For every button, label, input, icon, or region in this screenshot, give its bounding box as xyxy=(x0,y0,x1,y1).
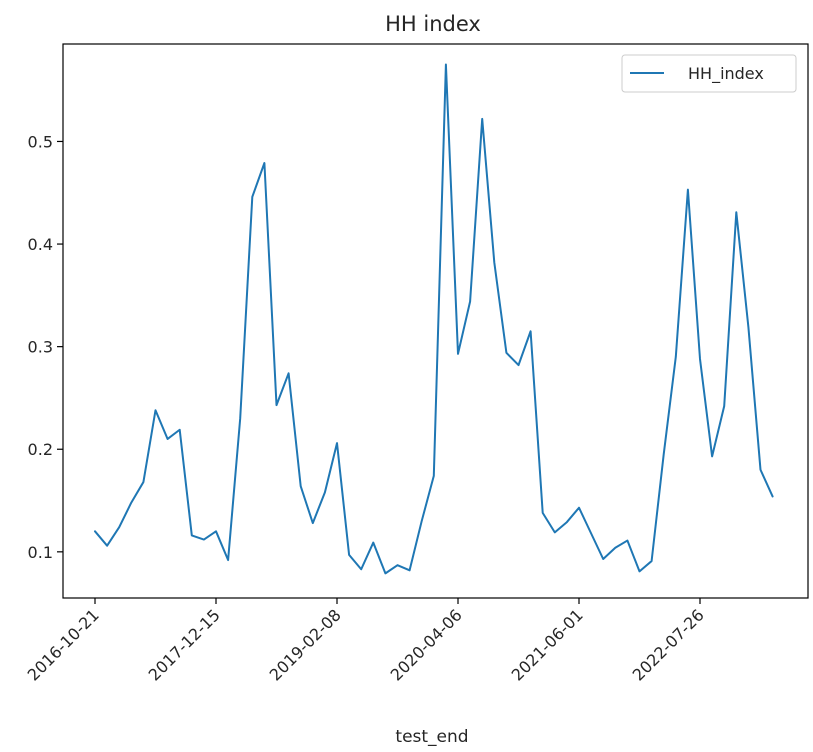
x-tick-label: 2022-07-26 xyxy=(629,605,708,684)
x-tick-label: 2020-04-06 xyxy=(387,605,466,684)
x-axis: 2016-10-21 2017-12-15 2019-02-08 2020-04-06… xyxy=(24,598,708,685)
x-tick-label: 2016-10-21 xyxy=(24,605,103,684)
series-line-hh-index xyxy=(94,63,774,575)
legend-label: HH_index xyxy=(688,64,764,84)
y-tick-label: 0.4 xyxy=(28,235,53,254)
plot-frame xyxy=(62,43,809,599)
legend: HH_index xyxy=(621,54,797,93)
x-tick-label: 2021-06-01 xyxy=(508,605,587,684)
y-tick-label: 0.2 xyxy=(28,440,53,459)
y-axis: 0.1 0.2 0.3 0.4 0.5 xyxy=(28,132,63,562)
x-tick-label: 2017-12-15 xyxy=(145,605,224,684)
x-tick-label: 2019-02-08 xyxy=(266,605,345,684)
y-tick-label: 0.5 xyxy=(28,132,53,151)
chart-title: HH index xyxy=(385,12,481,36)
x-axis-label: test_end xyxy=(395,727,468,747)
y-tick-label: 0.3 xyxy=(28,338,53,357)
legend-box xyxy=(621,54,797,93)
y-tick-label: 0.1 xyxy=(28,543,53,562)
